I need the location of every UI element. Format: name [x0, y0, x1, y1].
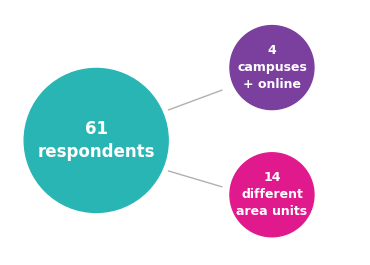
- Text: 14
different
area units: 14 different area units: [236, 171, 307, 218]
- Ellipse shape: [230, 26, 314, 109]
- Ellipse shape: [24, 68, 168, 213]
- Text: 61
respondents: 61 respondents: [37, 120, 155, 161]
- Ellipse shape: [230, 153, 314, 237]
- Text: 4
campuses
+ online: 4 campuses + online: [237, 44, 307, 91]
